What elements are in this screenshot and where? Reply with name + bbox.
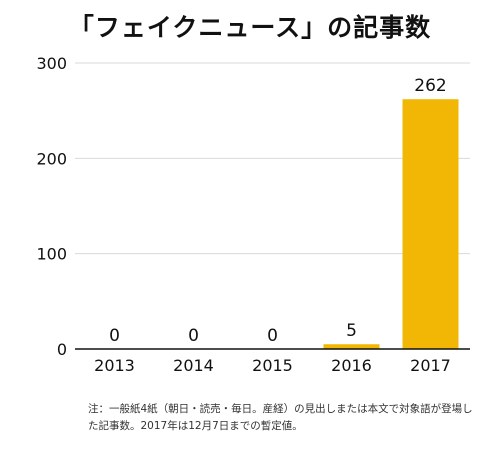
x-tick-label-2014: 2014 [173,356,214,375]
data-label-2015: 0 [267,326,278,346]
data-label-2014: 0 [188,326,199,346]
data-label-2013: 0 [109,326,120,346]
x-tick-label-2013: 2013 [94,356,135,375]
y-tick-label-0: 0 [57,340,67,359]
bar-2017 [402,99,459,349]
chart-title: 「フェイクニュース」の記事数 [68,13,432,42]
y-tick-label-100: 100 [36,245,67,264]
x-tick-label-2015: 2015 [252,356,293,375]
bar-2016 [323,344,380,349]
data-label-2017: 262 [414,76,446,96]
y-tick-label-300: 300 [36,54,67,73]
data-label-2016: 5 [346,321,357,341]
x-tick-label-2016: 2016 [331,356,372,375]
y-tick-label-200: 200 [36,149,67,168]
x-tick-label-2017: 2017 [410,356,451,375]
chart-footnote: 注：一般紙4紙（朝日・読売・毎日。産経）の見出しまたは本文で対象語が登場した記事… [88,403,473,432]
